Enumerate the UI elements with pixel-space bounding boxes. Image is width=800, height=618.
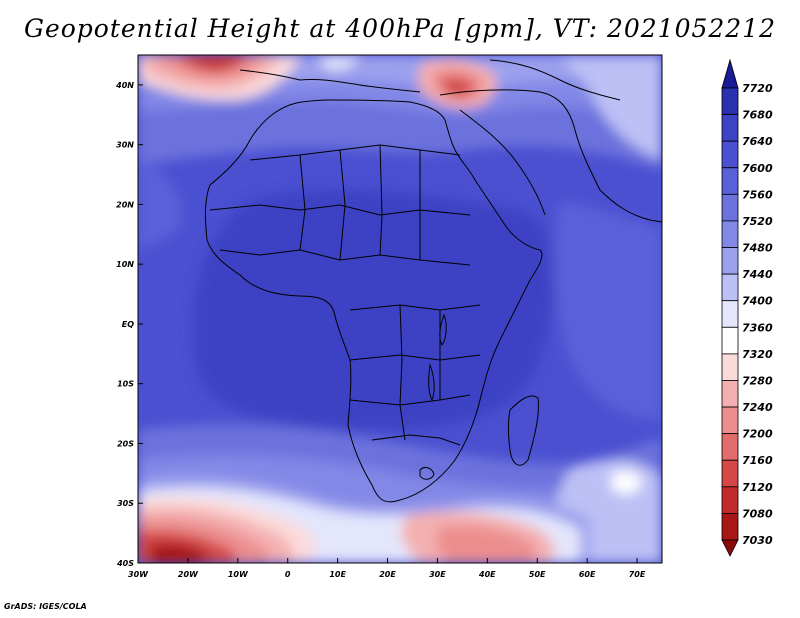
lon-tick-label: 30W <box>128 570 149 579</box>
colorbar-label: 7520 <box>742 215 773 228</box>
colorbar-swatch <box>721 140 739 169</box>
lon-tick-label: 20E <box>379 570 396 579</box>
lon-tick-label: 70E <box>629 570 646 579</box>
colorbar-label: 7640 <box>742 135 773 148</box>
colorbar-label: 7080 <box>742 507 773 520</box>
lon-tick-label: 50E <box>529 570 546 579</box>
lat-tick-label: 40N <box>115 81 134 90</box>
lon-tick-label: 20W <box>178 570 199 579</box>
colorbar-swatch <box>721 247 739 275</box>
lon-tick-label: 30E <box>429 570 446 579</box>
colorbar-swatch <box>721 459 739 488</box>
lat-tick-label: EQ <box>122 320 134 329</box>
colorbar-swatch <box>721 220 739 248</box>
colorbar-label: 7720 <box>742 82 773 95</box>
lon-tick-label: 10W <box>228 570 249 579</box>
map-frame <box>137 54 663 564</box>
colorbar-label: 7120 <box>742 481 773 494</box>
lat-tick-label: 30S <box>117 499 134 508</box>
colorbar-label: 7600 <box>742 162 773 175</box>
coastlines <box>204 59 662 503</box>
colorbar-swatch <box>721 486 739 514</box>
colorbar-swatch <box>721 87 739 115</box>
colorbar-swatch <box>721 114 739 142</box>
colorbar-label: 7680 <box>742 109 773 122</box>
colorbar-label: 7240 <box>742 401 773 414</box>
colorbar-label: 7400 <box>742 295 773 308</box>
lat-tick-label: 10N <box>116 260 134 269</box>
colorbar-swatch <box>721 380 739 408</box>
lat-tick-label: 40S <box>116 559 134 568</box>
lon-tick-label: 60E <box>579 570 596 579</box>
colorbar-swatch <box>721 513 739 541</box>
colorbar: 7720 7680 7640 7600 7560 7520 7480 7440 7400 7360… <box>721 58 773 557</box>
colorbar-label: 7360 <box>742 321 773 334</box>
colorbar-swatch <box>721 406 739 435</box>
lon-tick-label: 0 <box>285 570 291 579</box>
colorbar-label: 7560 <box>742 188 773 201</box>
lat-tick-label: 10S <box>117 380 134 389</box>
colorbar-label: 7440 <box>742 268 773 281</box>
colorbar-label: 7280 <box>742 374 773 387</box>
longitude-axis: 30W 20W 10W 0 10E 20E 30E 40E 50E 60E 70E <box>128 558 646 579</box>
colorbar-label: 7480 <box>742 242 773 255</box>
colorbar-swatch <box>721 300 739 328</box>
grads-credit: GrADS: IGES/COLA <box>4 602 87 611</box>
colorbar-label: 7200 <box>742 428 773 441</box>
colorbar-label: 7320 <box>742 348 773 361</box>
colorbar-swatch <box>721 326 739 355</box>
colorbar-swatch <box>721 193 739 222</box>
colorbar-swatch <box>721 353 739 381</box>
lat-tick-label: 30N <box>116 141 134 150</box>
colorbar-swatch <box>721 273 739 302</box>
colorbar-swatch <box>721 539 739 557</box>
map-title: Geopotential Height at 400hPa [gpm], VT:… <box>23 14 777 43</box>
colorbar-label: 7030 <box>742 534 773 547</box>
colorbar-swatch <box>721 433 739 461</box>
lat-tick-label: 20S <box>117 439 134 448</box>
colorbar-swatch <box>721 58 739 89</box>
colorbar-swatch <box>721 167 739 195</box>
latitude-axis: 40N 30N 20N 10N EQ 10S 20S 30S 40S <box>115 81 143 568</box>
lon-tick-label: 10E <box>329 570 346 579</box>
lat-tick-label: 20N <box>116 200 134 209</box>
colorbar-label: 7160 <box>742 454 773 467</box>
lon-tick-label: 40E <box>478 570 496 579</box>
